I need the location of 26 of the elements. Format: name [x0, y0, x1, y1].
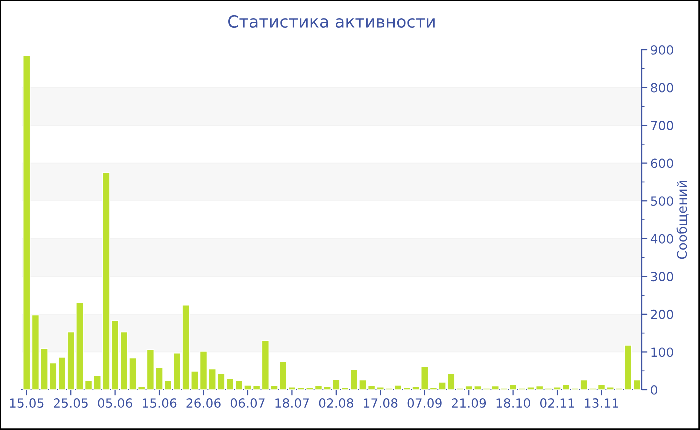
y2-tick-label: 900: [651, 45, 674, 55]
y2-tick-label: 600: [651, 158, 674, 168]
y2-tick-label: 500: [651, 196, 674, 206]
x-tick-label: 17.08: [364, 398, 398, 408]
x-tick-label: 25.05: [54, 398, 88, 408]
y2-tick-label: 200: [651, 310, 674, 320]
x-tick-label: 21.09: [452, 398, 486, 408]
x-tick-label: 15.05: [10, 398, 44, 408]
y2-tick-label: 400: [650, 234, 674, 244]
x-tick-label: 06.07: [230, 398, 265, 408]
x-tick-label: 13.11: [585, 398, 618, 408]
y2-tick-label: 700: [651, 121, 674, 130]
chart-title: Статистика активности: [228, 15, 435, 28]
y2-tick-label: 800: [651, 83, 674, 93]
x-tick-label: 18.10: [496, 398, 530, 408]
y2-axis-title: Сообщений: [676, 181, 689, 260]
y2-tick-label: 100: [652, 348, 674, 358]
x-tick-label: 02.08: [319, 398, 354, 408]
x-tick-label: 15.06: [143, 398, 177, 408]
x-tick-label: 18.07: [276, 398, 310, 408]
y2-tick-label: 0: [651, 385, 658, 395]
x-tick-label: 05.06: [98, 398, 132, 408]
x-tick-label: 07.09: [408, 398, 442, 408]
y2-tick-label: 300: [651, 272, 674, 282]
x-tick-label: 26.06: [186, 398, 221, 408]
x-tick-label: 02.11: [540, 398, 574, 408]
